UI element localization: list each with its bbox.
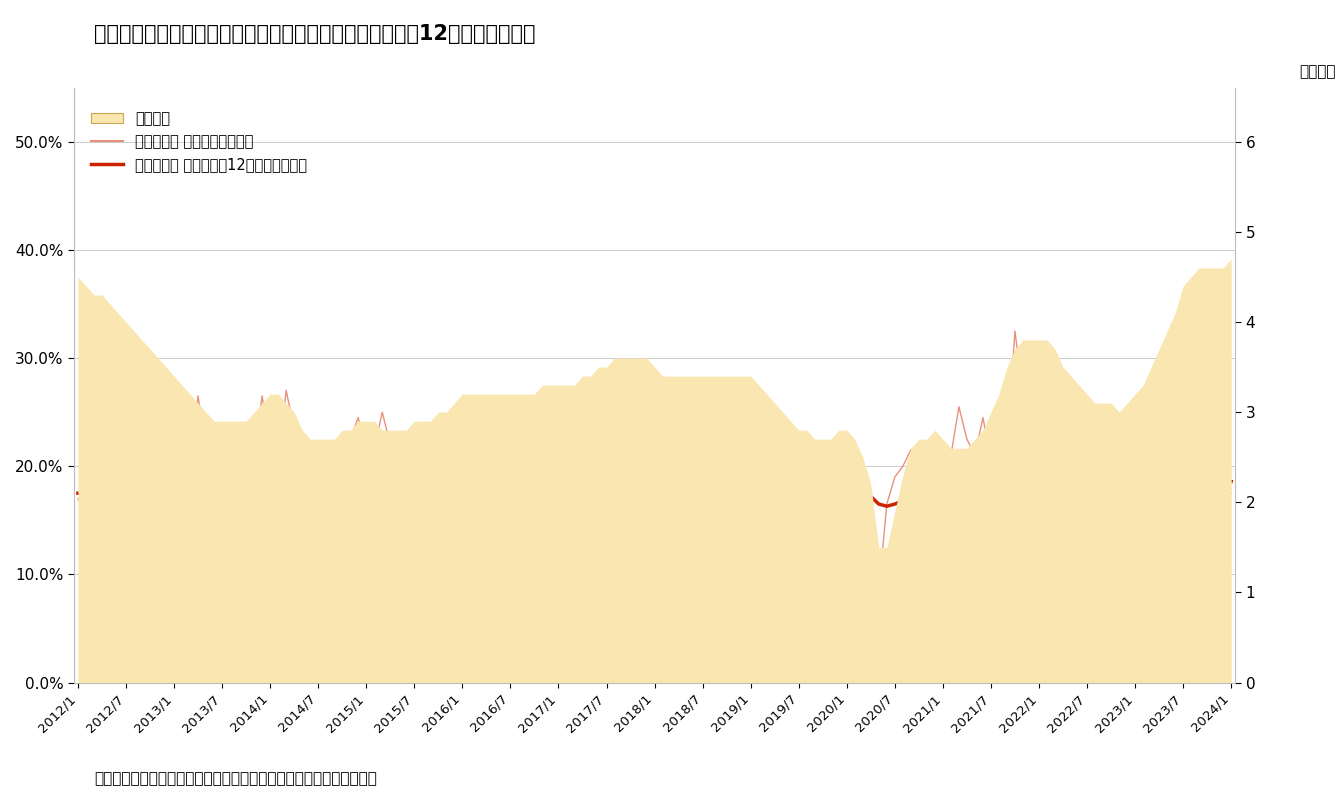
- Legend: 在庫戸数, 成約率（対 新規登録、月次）, 成約率（対 新規登録、12ヶ月移動平均）: 在庫戸数, 成約率（対 新規登録、月次）, 成約率（対 新規登録、12ヶ月移動平…: [86, 106, 313, 178]
- Text: 図表４　首都圏マンション　成約率（対新規登録、月次・12ヶ月移動平均）: 図表４ 首都圏マンション 成約率（対新規登録、月次・12ヶ月移動平均）: [94, 24, 535, 44]
- Text: （資料）東日本不動産流通機構の公表からニッセイ基礎研究所が作成: （資料）東日本不動産流通機構の公表からニッセイ基礎研究所が作成: [94, 771, 376, 786]
- Text: （万戸）: （万戸）: [1300, 64, 1336, 79]
